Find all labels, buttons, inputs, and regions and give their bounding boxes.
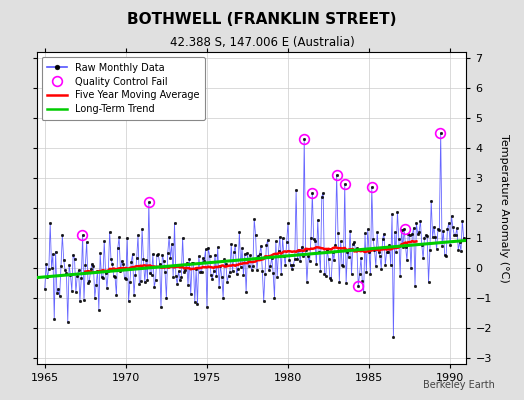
Text: BOTHWELL (FRANKLIN STREET): BOTHWELL (FRANKLIN STREET) (127, 12, 397, 27)
Text: Berkeley Earth: Berkeley Earth (423, 380, 495, 390)
Y-axis label: Temperature Anomaly (°C): Temperature Anomaly (°C) (498, 134, 509, 282)
Legend: Raw Monthly Data, Quality Control Fail, Five Year Moving Average, Long-Term Tren: Raw Monthly Data, Quality Control Fail, … (41, 57, 205, 120)
Text: 42.388 S, 147.006 E (Australia): 42.388 S, 147.006 E (Australia) (170, 36, 354, 49)
